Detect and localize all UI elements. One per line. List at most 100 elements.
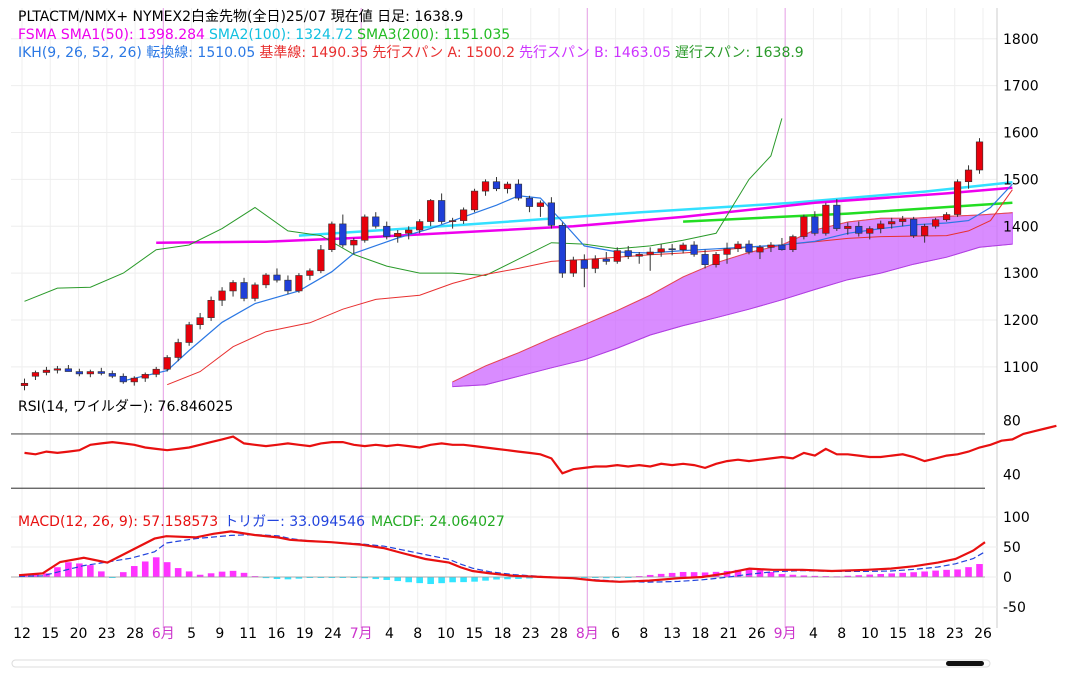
candle-body-down bbox=[284, 279, 292, 292]
tenkan-legend: 転換線: 1510.05 bbox=[146, 45, 255, 61]
candle bbox=[745, 240, 753, 255]
candle-body-up bbox=[218, 290, 226, 301]
macd-y-axis: 100 50 0 -50 bbox=[1003, 510, 1030, 616]
candle-body-down bbox=[668, 248, 676, 251]
candle-body-down bbox=[514, 183, 523, 199]
macdf-bar bbox=[87, 565, 94, 577]
candle bbox=[866, 226, 874, 240]
candle bbox=[679, 242, 687, 254]
candle bbox=[174, 338, 182, 362]
ikh-legend: IKH(9, 26, 52, 26) 転換線: 1510.05 基準線: 1490… bbox=[18, 44, 804, 61]
senkou-a-line bbox=[452, 212, 1013, 383]
macdf-bar bbox=[624, 577, 632, 578]
scrollbar-track[interactable] bbox=[11, 659, 991, 668]
rsi-tick-label: 40 bbox=[1003, 468, 1021, 484]
macd-tick-label: -50 bbox=[1003, 600, 1026, 616]
rsi-y-axis: 40 80 bbox=[1003, 413, 1021, 483]
candle bbox=[108, 370, 116, 379]
candle bbox=[855, 221, 863, 237]
macdf-bar bbox=[613, 577, 621, 578]
x-tick-label: 18 bbox=[918, 626, 936, 642]
candle bbox=[218, 287, 226, 306]
candle-body-down bbox=[383, 225, 391, 237]
candle-body-down bbox=[119, 375, 127, 383]
candle bbox=[470, 188, 479, 213]
macdf-bar bbox=[800, 575, 808, 577]
month-lines bbox=[162, 8, 786, 628]
candle-body-up bbox=[306, 270, 314, 276]
candle-body-up bbox=[964, 169, 973, 183]
candle bbox=[690, 241, 698, 257]
x-tick-label: 8 bbox=[837, 626, 846, 642]
candle-body-up bbox=[975, 141, 984, 171]
candle bbox=[558, 222, 566, 278]
price-y-axis: 1100 1200 1300 1400 1500 1600 1700 1800 bbox=[1003, 32, 1039, 376]
candle bbox=[152, 366, 160, 378]
candle bbox=[372, 212, 380, 229]
candle bbox=[910, 216, 918, 238]
candle-body-up bbox=[53, 368, 62, 371]
candle-body-up bbox=[888, 221, 896, 225]
candle-body-down bbox=[273, 274, 281, 281]
x-tick-label: 7月 bbox=[350, 626, 373, 642]
candle-body-down bbox=[64, 368, 72, 372]
candle-body-up bbox=[196, 317, 204, 325]
candle bbox=[953, 179, 962, 217]
x-tick-label: 23 bbox=[522, 626, 540, 642]
candle bbox=[624, 245, 632, 260]
candle bbox=[295, 273, 303, 293]
candle bbox=[394, 230, 402, 243]
macdf-bar bbox=[976, 564, 983, 577]
macdf-bar bbox=[350, 577, 358, 578]
x-tick-label: 15 bbox=[41, 626, 59, 642]
candle-body-up bbox=[427, 200, 435, 222]
x-tick-label: 24 bbox=[324, 626, 342, 642]
candle-body-down bbox=[745, 243, 753, 253]
x-tick-label: 5 bbox=[187, 626, 196, 642]
candle-body-down bbox=[602, 258, 610, 262]
candle bbox=[877, 220, 885, 234]
macdf-bar bbox=[866, 574, 874, 577]
candle-body-down bbox=[624, 250, 632, 257]
macdf-bar bbox=[32, 574, 39, 577]
candle-body-up bbox=[405, 229, 413, 234]
macdf-bar bbox=[844, 575, 852, 577]
candle bbox=[350, 237, 358, 255]
instrument-title: PLTACTM/NMX+ NYMEX2白金先物(全日)25/07 現在値 日足:… bbox=[18, 8, 463, 25]
candle-body-up bbox=[470, 190, 479, 211]
macd-line bbox=[18, 530, 986, 583]
candle bbox=[888, 217, 896, 229]
x-tick-label: 23 bbox=[98, 626, 116, 642]
macd-tick-label: 100 bbox=[1003, 510, 1030, 526]
x-tick-label: 9月 bbox=[774, 626, 797, 642]
candle-body-up bbox=[416, 221, 424, 231]
macdf-bar bbox=[493, 577, 500, 580]
scrollbar-thumb[interactable] bbox=[946, 661, 984, 666]
candle-body-up bbox=[350, 240, 358, 246]
x-tick-label: 10 bbox=[861, 626, 879, 642]
macd-tick-label: 50 bbox=[1003, 540, 1021, 556]
candle bbox=[339, 214, 347, 248]
fsma-prefix: FSMA bbox=[18, 27, 61, 43]
candle bbox=[668, 244, 676, 256]
candle-body-up bbox=[174, 342, 182, 358]
macdf-bar bbox=[888, 573, 895, 577]
x-tick-label: 9 bbox=[215, 626, 224, 642]
candle-body-up bbox=[503, 183, 512, 190]
macdf-bar bbox=[701, 572, 709, 577]
candle-body-up bbox=[251, 284, 259, 299]
candle bbox=[251, 282, 259, 302]
x-axis: 12 15 20 23 28 6月 5 9 11 16 19 24 7月 4 8 10 15 18 23 28 8月 6 8… bbox=[13, 626, 992, 642]
candle-body-down bbox=[558, 225, 566, 274]
candle bbox=[811, 211, 819, 236]
x-tick-label: 15 bbox=[889, 626, 907, 642]
sma1-legend: SMA1(50): 1398.284 bbox=[61, 27, 205, 43]
candle bbox=[240, 277, 248, 302]
ichimoku-cloud bbox=[452, 212, 1013, 388]
x-tick-label: 20 bbox=[70, 626, 88, 642]
macdf-bar bbox=[405, 577, 412, 583]
x-tick-label: 18 bbox=[691, 626, 709, 642]
macdf-bar bbox=[449, 577, 456, 583]
candle bbox=[273, 268, 281, 283]
